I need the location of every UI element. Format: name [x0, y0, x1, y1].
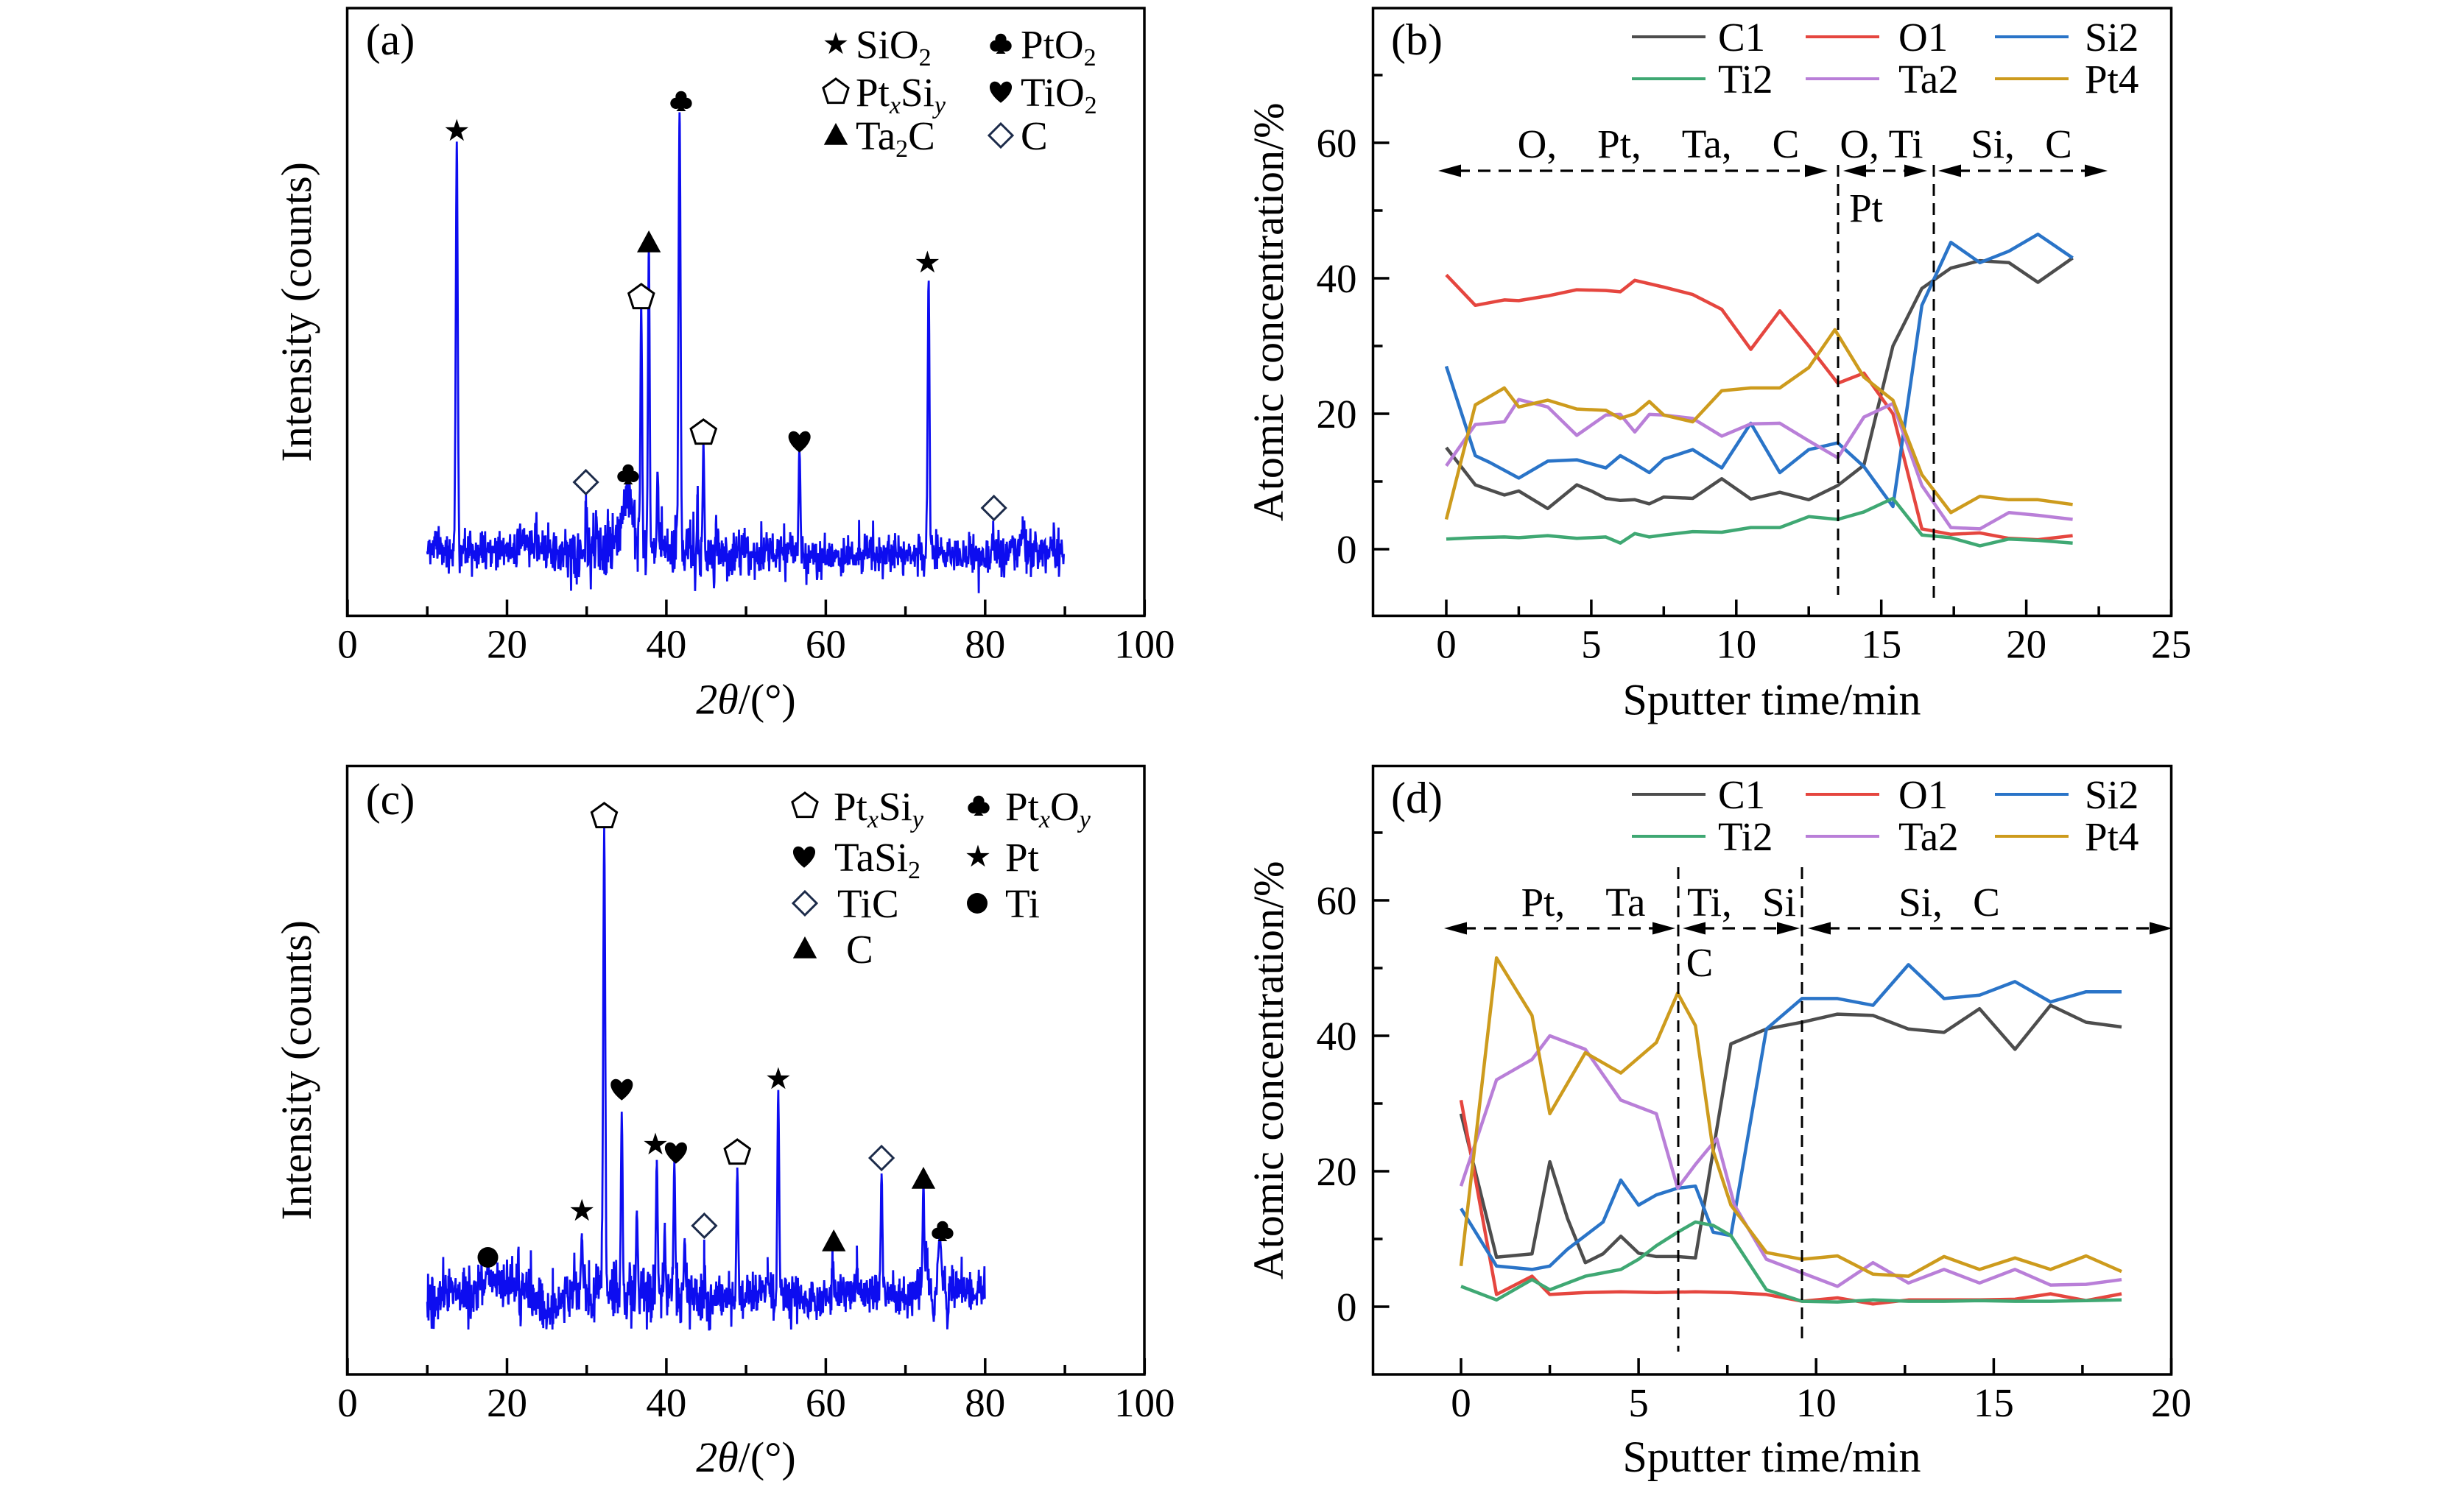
svg-text:Ti, Si: Ti, Si — [1687, 880, 1796, 925]
svg-text:0: 0 — [1337, 1285, 1357, 1330]
svg-text:15: 15 — [1974, 1380, 2014, 1425]
svg-text:Ptx​Siy​: Ptx​Siy​ — [856, 70, 946, 119]
svg-text:O, Pt, Ta, C: O, Pt, Ta, C — [1518, 121, 1800, 166]
svg-text:60: 60 — [806, 622, 846, 667]
svg-text:0: 0 — [337, 622, 358, 667]
svg-text:15: 15 — [1861, 622, 1901, 667]
svg-text:0: 0 — [1451, 1380, 1471, 1425]
svg-text:100: 100 — [1114, 1380, 1175, 1425]
svg-text:20: 20 — [487, 1380, 527, 1425]
svg-text:Atomic concentration/%: Atomic concentration/% — [1245, 103, 1292, 522]
svg-text:40: 40 — [1317, 1014, 1357, 1059]
svg-text:0: 0 — [1337, 527, 1357, 572]
svg-text:TiO2​: TiO2​ — [1021, 70, 1097, 119]
svg-text:Ta2: Ta2 — [1898, 814, 1959, 859]
svg-text:20: 20 — [1317, 1149, 1357, 1194]
svg-text:PtO2​: PtO2​ — [1021, 22, 1097, 71]
svg-text:C: C — [1686, 940, 1714, 985]
svg-text:C1: C1 — [1718, 772, 1765, 817]
svg-text:Ta2​C: Ta2​C — [856, 113, 935, 163]
svg-text:Pt: Pt — [1849, 186, 1883, 230]
svg-text:60: 60 — [1317, 121, 1357, 166]
svg-text:Ti2: Ti2 — [1718, 57, 1773, 102]
svg-text:20: 20 — [1317, 392, 1357, 437]
svg-text:(a): (a) — [366, 15, 415, 64]
svg-text:Si2: Si2 — [2085, 772, 2139, 817]
svg-text:C1: C1 — [1718, 15, 1765, 60]
svg-text:(d): (d) — [1391, 774, 1443, 822]
svg-text:60: 60 — [1317, 878, 1357, 923]
svg-text:Pt4: Pt4 — [2085, 814, 2139, 859]
svg-text:Ti: Ti — [1005, 881, 1040, 926]
svg-text:20: 20 — [2006, 622, 2046, 667]
svg-text:Pt4: Pt4 — [2085, 57, 2139, 102]
svg-text:40: 40 — [1317, 256, 1357, 301]
svg-text:Si, C: Si, C — [1898, 880, 2000, 925]
svg-text:5: 5 — [1628, 1380, 1649, 1425]
svg-text:(c): (c) — [366, 775, 415, 824]
svg-text:Si, C: Si, C — [1971, 121, 2072, 166]
svg-text:Ta2: Ta2 — [1898, 57, 1959, 102]
svg-text:25: 25 — [2151, 622, 2192, 667]
svg-text:TiC: TiC — [837, 881, 899, 926]
svg-text:20: 20 — [2151, 1380, 2192, 1425]
svg-text:Pt, Ta: Pt, Ta — [1521, 880, 1646, 925]
svg-text:C: C — [846, 927, 873, 972]
svg-text:0: 0 — [337, 1380, 358, 1425]
svg-text:100: 100 — [1114, 622, 1175, 667]
svg-text:40: 40 — [646, 622, 686, 667]
svg-text:80: 80 — [965, 622, 1005, 667]
svg-text:60: 60 — [806, 1380, 846, 1425]
svg-text:80: 80 — [965, 1380, 1005, 1425]
svg-text:(b): (b) — [1391, 15, 1443, 64]
svg-text:10: 10 — [1716, 622, 1756, 667]
svg-text:2θ/(°): 2θ/(°) — [696, 1433, 795, 1481]
svg-text:O1: O1 — [1898, 15, 1948, 60]
svg-text:TaSi2​: TaSi2​ — [834, 835, 921, 884]
svg-text:40: 40 — [646, 1380, 686, 1425]
svg-text:5: 5 — [1581, 622, 1602, 667]
svg-text:Atomic concentration/%: Atomic concentration/% — [1245, 861, 1292, 1280]
svg-text:C: C — [1021, 113, 1048, 158]
svg-text:Si2: Si2 — [2085, 15, 2139, 60]
svg-text:Ptx​Siy​: Ptx​Siy​ — [834, 784, 924, 833]
svg-text:Ti2: Ti2 — [1718, 814, 1773, 859]
svg-text:Sputter time/min: Sputter time/min — [1623, 1433, 1921, 1481]
svg-text:0: 0 — [1436, 622, 1457, 667]
svg-text:Intensity (counts): Intensity (counts) — [272, 920, 320, 1221]
svg-text:10: 10 — [1796, 1380, 1837, 1425]
svg-text:Intensity (counts): Intensity (counts) — [272, 162, 320, 462]
svg-text:2θ/(°): 2θ/(°) — [696, 676, 795, 724]
svg-text:O1: O1 — [1898, 772, 1948, 817]
svg-text:Sputter time/min: Sputter time/min — [1623, 676, 1921, 724]
svg-text:20: 20 — [487, 622, 527, 667]
svg-text:SiO2​: SiO2​ — [856, 22, 932, 71]
svg-text:O, Ti: O, Ti — [1840, 121, 1923, 166]
svg-text:Pt: Pt — [1005, 835, 1039, 880]
